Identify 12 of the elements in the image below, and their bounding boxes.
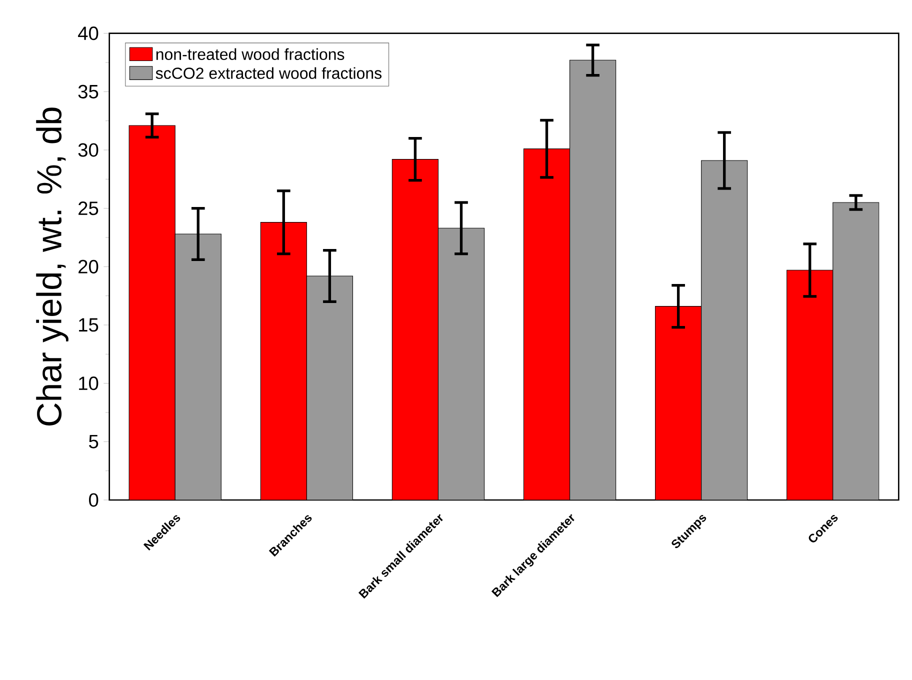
y-tick-label: 20 <box>78 260 98 274</box>
y-axis-title: Char yield, wt. %, db <box>36 108 68 426</box>
y-tick-label: 0 <box>89 493 98 507</box>
y-tick-label: 35 <box>78 84 98 98</box>
y-tick-label: 15 <box>79 318 98 332</box>
legend-label: non-treated wood fractions <box>156 48 344 60</box>
y-tick-label: 5 <box>89 434 98 448</box>
y-tick-label: 30 <box>78 143 98 157</box>
legend-label: scCO2 extracted wood fractions <box>156 67 382 79</box>
y-tick-label: 25 <box>78 202 98 216</box>
y-tick-label: 10 <box>79 376 98 390</box>
y-tick-label: 40 <box>78 26 98 40</box>
